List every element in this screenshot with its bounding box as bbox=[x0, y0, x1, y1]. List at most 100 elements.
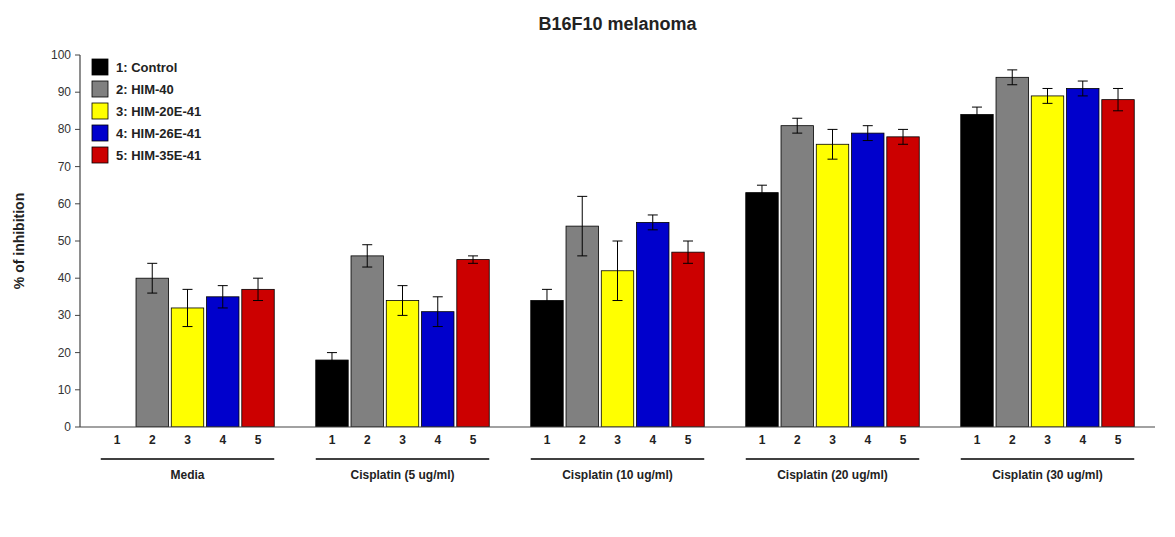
legend-label: 4: HIM-26E-41 bbox=[116, 126, 201, 141]
group-underline bbox=[961, 458, 1134, 460]
error-cap bbox=[828, 129, 838, 130]
bar bbox=[961, 115, 993, 427]
error-cap bbox=[1043, 88, 1053, 89]
x-tick-label: 5 bbox=[470, 433, 477, 447]
error-cap bbox=[1078, 95, 1088, 96]
y-tick-label: 40 bbox=[58, 271, 72, 285]
y-tick bbox=[75, 55, 80, 56]
group-label: Cisplatin (30 ug/ml) bbox=[992, 468, 1103, 482]
bar bbox=[422, 312, 454, 427]
error-cap bbox=[683, 263, 693, 264]
error-cap bbox=[577, 196, 587, 197]
error-line bbox=[761, 185, 762, 200]
x-tick-label: 4 bbox=[434, 433, 441, 447]
group-underline bbox=[746, 458, 919, 460]
x-tick-label: 1 bbox=[114, 433, 121, 447]
error-cap bbox=[1007, 84, 1017, 85]
error-cap bbox=[577, 255, 587, 256]
bar bbox=[136, 278, 168, 427]
x-tick-label: 3 bbox=[614, 433, 621, 447]
error-bar bbox=[1043, 88, 1053, 103]
error-cap bbox=[253, 300, 263, 301]
error-line bbox=[473, 256, 474, 263]
error-bar bbox=[398, 286, 408, 316]
bar bbox=[316, 360, 348, 427]
x-tick-label: 1 bbox=[329, 433, 336, 447]
plot-area bbox=[136, 70, 1134, 427]
error-cap bbox=[253, 278, 263, 279]
error-line bbox=[437, 297, 438, 327]
x-tick-label: 2 bbox=[149, 433, 156, 447]
bar bbox=[531, 301, 563, 427]
group-underline bbox=[101, 458, 274, 460]
group-label: Cisplatin (10 ug/ml) bbox=[562, 468, 673, 482]
error-line bbox=[832, 129, 833, 159]
error-line bbox=[582, 196, 583, 256]
x-tick-label: 3 bbox=[829, 433, 836, 447]
bar bbox=[746, 193, 778, 427]
error-cap bbox=[1043, 103, 1053, 104]
y-axis bbox=[79, 55, 80, 427]
error-bar bbox=[1078, 81, 1088, 96]
error-cap bbox=[362, 244, 372, 245]
error-cap bbox=[792, 133, 802, 134]
error-line bbox=[367, 245, 368, 267]
error-bar bbox=[183, 289, 193, 326]
error-bar bbox=[542, 289, 552, 311]
x-tick-label: 5 bbox=[1115, 433, 1122, 447]
legend-label: 5: HIM-35E-41 bbox=[116, 148, 201, 163]
chart: B16F10 melanoma% of inhibition0102030405… bbox=[0, 0, 1175, 537]
x-axis bbox=[80, 426, 1155, 427]
x-tick-label: 2 bbox=[579, 433, 586, 447]
error-cap bbox=[757, 200, 767, 201]
error-bar bbox=[683, 241, 693, 263]
error-bar bbox=[792, 118, 802, 133]
error-bar bbox=[648, 215, 658, 230]
error-line bbox=[187, 289, 188, 326]
error-cap bbox=[362, 267, 372, 268]
error-cap bbox=[1113, 88, 1123, 89]
bar bbox=[672, 252, 704, 427]
error-bar bbox=[218, 286, 228, 308]
y-tick bbox=[75, 241, 80, 242]
error-cap bbox=[327, 367, 337, 368]
x-tick-label: 4 bbox=[1079, 433, 1086, 447]
error-line bbox=[331, 353, 332, 368]
bar bbox=[1102, 100, 1134, 427]
y-tick bbox=[75, 315, 80, 316]
error-cap bbox=[898, 144, 908, 145]
error-cap bbox=[863, 140, 873, 141]
error-line bbox=[797, 118, 798, 133]
error-cap bbox=[468, 263, 478, 264]
bar bbox=[637, 222, 669, 427]
error-line bbox=[402, 286, 403, 316]
y-tick bbox=[75, 352, 80, 353]
bar bbox=[1031, 96, 1063, 427]
error-bar bbox=[253, 278, 263, 300]
error-cap bbox=[327, 352, 337, 353]
error-cap bbox=[147, 263, 157, 264]
error-line bbox=[652, 215, 653, 230]
legend-label: 1: Control bbox=[116, 60, 177, 75]
y-tick bbox=[75, 166, 80, 167]
error-cap bbox=[468, 255, 478, 256]
group-label: Cisplatin (5 ug/ml) bbox=[350, 468, 454, 482]
error-bar bbox=[147, 263, 157, 293]
y-tick-label: 70 bbox=[58, 160, 72, 174]
x-tick-label: 1 bbox=[974, 433, 981, 447]
error-cap bbox=[972, 121, 982, 122]
error-cap bbox=[398, 315, 408, 316]
error-cap bbox=[1007, 69, 1017, 70]
x-tick-label: 4 bbox=[219, 433, 226, 447]
x-tick-label: 2 bbox=[364, 433, 371, 447]
error-cap bbox=[648, 229, 658, 230]
x-tick-label: 2 bbox=[1009, 433, 1016, 447]
error-bar bbox=[362, 245, 372, 267]
y-tick-label: 0 bbox=[64, 420, 71, 434]
error-cap bbox=[972, 107, 982, 108]
y-tick bbox=[75, 389, 80, 390]
y-axis-label: % of inhibition bbox=[11, 193, 27, 289]
group-underline bbox=[316, 458, 489, 460]
legend-label: 2: HIM-40 bbox=[116, 82, 174, 97]
x-tick-label: 5 bbox=[255, 433, 262, 447]
